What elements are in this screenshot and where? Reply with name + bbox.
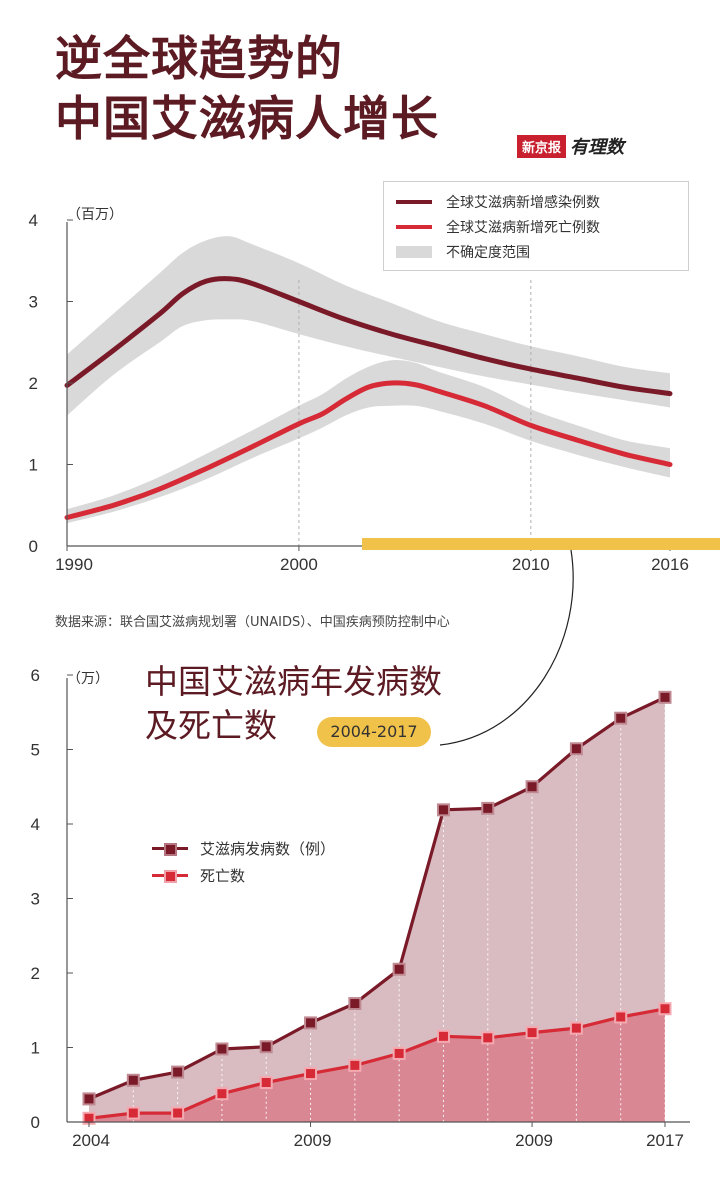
marker-deaths-cn xyxy=(259,1076,273,1090)
legend-label-deaths-cn: 死亡数 xyxy=(200,867,246,885)
chart2-unit-label: （万） xyxy=(67,671,109,687)
marker-deaths-cn xyxy=(569,1021,583,1035)
legend-label-band: 不确定度范围 xyxy=(446,245,530,261)
chart1-y-tick-label: 4 xyxy=(29,211,38,230)
legend-swatch-infections xyxy=(396,200,432,204)
title-block: 逆全球趋势的 中国艾滋病人增长 xyxy=(55,30,439,150)
accent-bar xyxy=(362,538,720,550)
marker-deaths-cn xyxy=(392,1046,406,1060)
legend-label-deaths: 全球艾滋病新增死亡例数 xyxy=(446,220,600,236)
chart1-unit-label: （百万） xyxy=(67,207,123,223)
marker-cases xyxy=(304,1016,318,1030)
chart1-x-tick-label: 2000 xyxy=(280,555,318,574)
marker-deaths-cn xyxy=(126,1106,140,1120)
area-cases xyxy=(89,697,665,1122)
legend-swatch-deaths-cn xyxy=(152,869,188,883)
chart2-legend: 艾滋病发病数（例） 死亡数 xyxy=(152,835,335,889)
chart1-y-tick-label: 0 xyxy=(29,537,38,556)
chart2-y-tick-label: 4 xyxy=(31,815,40,834)
chart1-legend: 全球艾滋病新增感染例数 全球艾滋病新增死亡例数 不确定度范围 xyxy=(383,181,689,271)
chart1-y-tick-label: 1 xyxy=(29,456,38,475)
uncertainty-band-deaths xyxy=(67,359,670,524)
marker-cases xyxy=(348,997,362,1011)
marker-cases xyxy=(436,803,450,817)
chart2-y-tick-label: 3 xyxy=(31,890,40,909)
chart1-x-tick-label: 2016 xyxy=(651,555,689,574)
legend-item-band: 不确定度范围 xyxy=(396,242,530,262)
legend-item-deaths-cn: 死亡数 xyxy=(152,862,335,889)
chart2-title-line-2: 及死亡数 xyxy=(145,706,277,745)
area-deaths xyxy=(89,1008,665,1122)
marker-deaths-cn xyxy=(348,1058,362,1072)
legend-swatch-band xyxy=(396,246,432,258)
marker-cases xyxy=(215,1042,229,1056)
marker-deaths-cn xyxy=(658,1002,672,1016)
series-line-deaths-cn xyxy=(88,1007,666,1120)
chart1-y-tick-label: 2 xyxy=(29,374,38,393)
marker-cases xyxy=(525,780,539,794)
title-line-2: 中国艾滋病人增长 xyxy=(55,92,439,147)
chart2-x-tick-label: 2004 xyxy=(72,1131,110,1150)
brand-sub: 有理数 xyxy=(570,137,625,158)
series-line-deaths xyxy=(64,380,673,520)
marker-cases xyxy=(259,1040,273,1054)
chart1-x-tick-label: 1990 xyxy=(55,555,93,574)
brand-logo: 新京报 有理数 xyxy=(517,133,624,159)
marker-deaths-cn xyxy=(614,1010,628,1024)
title-line-1: 逆全球趋势的 xyxy=(55,32,343,87)
marker-deaths-cn xyxy=(481,1031,495,1045)
marker-deaths-cn xyxy=(436,1029,450,1043)
chart2-y-tick-label: 6 xyxy=(31,666,40,685)
series-line-cases xyxy=(88,695,666,1101)
marker-cases xyxy=(569,742,583,756)
chart2-x-tick-label: 2009 xyxy=(515,1131,553,1150)
marker-cases xyxy=(126,1073,140,1087)
connector-curve xyxy=(439,549,574,746)
period-badge: 2004-2017 xyxy=(317,717,431,747)
legend-item-deaths: 全球艾滋病新增死亡例数 xyxy=(396,217,600,237)
data-source: 数据来源：联合国艾滋病规划署（UNAIDS）、中国疾病预防控制中心 xyxy=(55,615,450,630)
legend-item-infections: 全球艾滋病新增感染例数 xyxy=(396,192,600,212)
chart2-y-tick-label: 0 xyxy=(31,1113,40,1132)
chart2-title-line-1: 中国艾滋病年发病数 xyxy=(145,662,442,701)
chart2-x-tick-label: 2017 xyxy=(646,1131,684,1150)
legend-swatch-cases xyxy=(152,842,188,856)
marker-cases xyxy=(171,1065,185,1079)
legend-label-infections: 全球艾滋病新增感染例数 xyxy=(446,195,600,211)
marker-deaths-cn xyxy=(525,1026,539,1040)
legend-label-cases: 艾滋病发病数（例） xyxy=(200,840,336,858)
marker-cases xyxy=(481,801,495,815)
marker-cases xyxy=(392,962,406,976)
brand-name: 新京报 xyxy=(517,134,567,158)
chart1-x-tick-label: 2010 xyxy=(512,555,550,574)
legend-item-cases: 艾滋病发病数（例） xyxy=(152,835,335,862)
chart2-y-tick-label: 2 xyxy=(31,964,40,983)
chart2-y-tick-label: 1 xyxy=(31,1039,40,1058)
chart2-y-tick-label: 5 xyxy=(31,741,40,760)
marker-cases xyxy=(658,690,672,704)
marker-cases xyxy=(614,711,628,725)
chart2-title: 中国艾滋病年发病数 及死亡数 xyxy=(145,660,442,748)
marker-deaths-cn xyxy=(304,1067,318,1081)
chart2-x-tick-label: 2009 xyxy=(294,1131,332,1150)
marker-deaths-cn xyxy=(171,1106,185,1120)
legend-swatch-deaths xyxy=(396,225,432,229)
marker-deaths-cn xyxy=(215,1087,229,1101)
series-line-infections xyxy=(64,276,673,397)
marker-cases xyxy=(82,1092,96,1106)
chart1-y-tick-label: 3 xyxy=(29,293,38,312)
